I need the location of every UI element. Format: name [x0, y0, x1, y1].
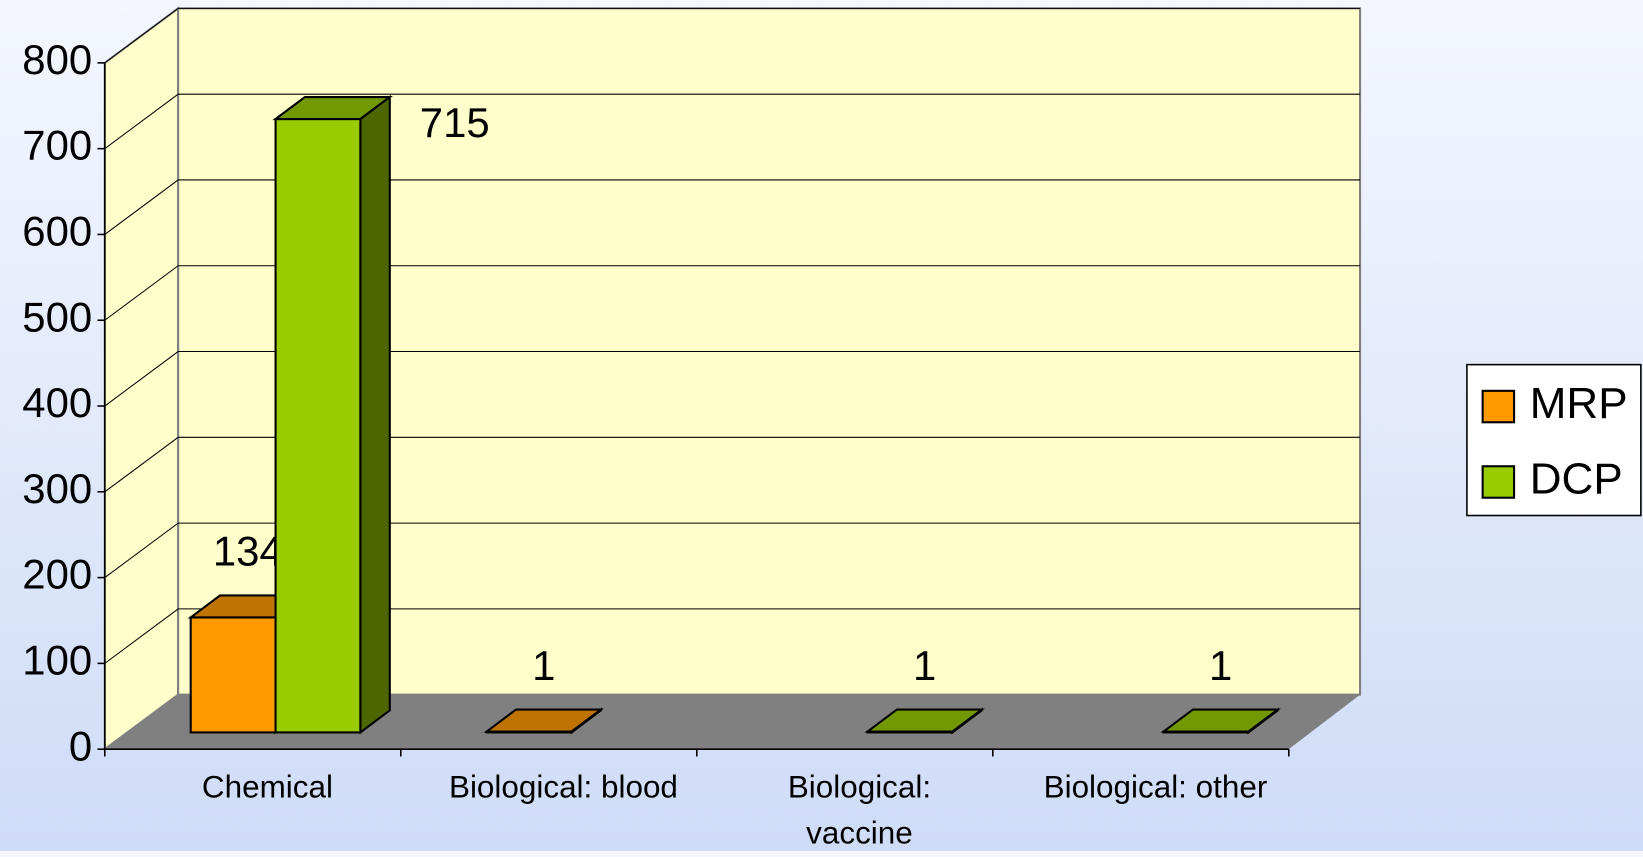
bar-side: [951, 707, 983, 735]
y-tick-label: 600: [22, 208, 92, 255]
bar-front: [274, 117, 362, 734]
data-label: 715: [420, 99, 490, 146]
grid-line: [104, 436, 179, 493]
x-tick-label: Biological: vaccine: [787, 770, 932, 851]
grid-line: [104, 7, 179, 64]
legend-swatch: [1481, 389, 1516, 424]
grid-line: [104, 608, 179, 664]
x-tick-label: Chemical: [201, 770, 333, 805]
grid-line: [104, 93, 179, 150]
bar-front: [189, 616, 277, 734]
x-tick-label: Biological: other: [1043, 770, 1268, 805]
grid-line: [104, 179, 179, 235]
data-label: 1: [532, 642, 555, 689]
grid-line: [104, 265, 179, 321]
floor: [104, 694, 1361, 750]
bar-side: [1247, 707, 1279, 735]
legend-swatch: [1481, 465, 1516, 499]
data-label: 1: [913, 642, 936, 689]
y-tick-label: 200: [22, 551, 92, 598]
y-tick-label: 300: [22, 465, 92, 512]
y-tick-label: 100: [22, 636, 92, 683]
y-tick-label: 400: [22, 379, 92, 426]
grid-line: [104, 522, 179, 579]
grid-line: [104, 351, 179, 407]
y-tick-label: 700: [22, 122, 92, 169]
data-label: 1: [1209, 642, 1232, 689]
bar-side: [359, 94, 391, 735]
legend-label: DCP: [1530, 455, 1623, 504]
y-tick-label: 500: [22, 293, 92, 340]
legend-label: MRP: [1530, 379, 1628, 428]
y-tick-label: 0: [69, 722, 92, 769]
bar-side: [570, 707, 602, 735]
data-label: 134: [213, 528, 283, 575]
x-tick-label: Biological: blood: [448, 770, 678, 805]
y-tick-label: 800: [22, 36, 92, 83]
